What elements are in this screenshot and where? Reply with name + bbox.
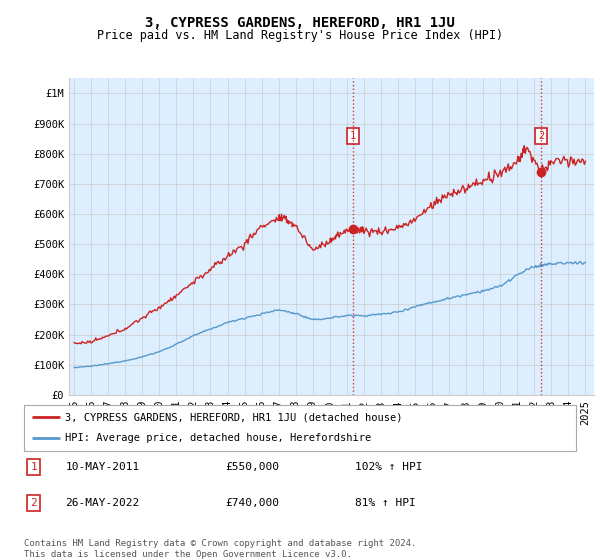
Text: £550,000: £550,000 xyxy=(226,462,280,472)
Text: 3, CYPRESS GARDENS, HEREFORD, HR1 1JU: 3, CYPRESS GARDENS, HEREFORD, HR1 1JU xyxy=(145,16,455,30)
Text: 26-MAY-2022: 26-MAY-2022 xyxy=(65,498,140,508)
Text: Price paid vs. HM Land Registry's House Price Index (HPI): Price paid vs. HM Land Registry's House … xyxy=(97,29,503,42)
Text: 3, CYPRESS GARDENS, HEREFORD, HR1 1JU (detached house): 3, CYPRESS GARDENS, HEREFORD, HR1 1JU (d… xyxy=(65,412,403,422)
Text: HPI: Average price, detached house, Herefordshire: HPI: Average price, detached house, Here… xyxy=(65,433,371,444)
Text: 1: 1 xyxy=(31,462,37,472)
Text: 1: 1 xyxy=(350,130,356,141)
Text: 10-MAY-2011: 10-MAY-2011 xyxy=(65,462,140,472)
Text: £740,000: £740,000 xyxy=(226,498,280,508)
Text: 2: 2 xyxy=(31,498,37,508)
Text: 102% ↑ HPI: 102% ↑ HPI xyxy=(355,462,422,472)
Text: 81% ↑ HPI: 81% ↑ HPI xyxy=(355,498,416,508)
Text: 2: 2 xyxy=(538,130,544,141)
Text: Contains HM Land Registry data © Crown copyright and database right 2024.
This d: Contains HM Land Registry data © Crown c… xyxy=(24,539,416,559)
